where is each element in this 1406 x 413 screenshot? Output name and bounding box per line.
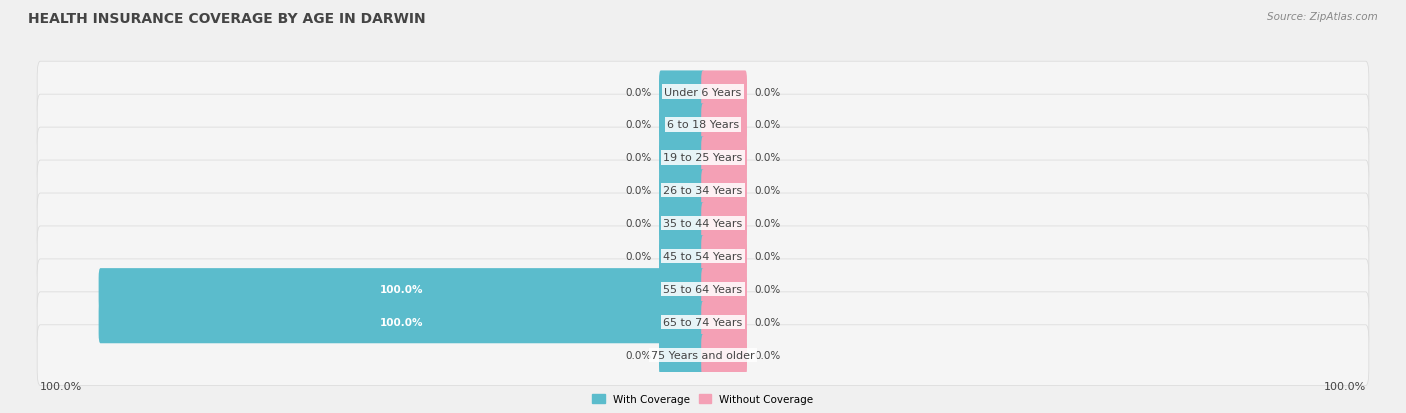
Text: 0.0%: 0.0%: [626, 350, 652, 360]
FancyBboxPatch shape: [37, 259, 1369, 320]
Text: 0.0%: 0.0%: [626, 153, 652, 163]
FancyBboxPatch shape: [37, 62, 1369, 123]
Text: 6 to 18 Years: 6 to 18 Years: [666, 120, 740, 130]
Text: 0.0%: 0.0%: [754, 186, 780, 196]
FancyBboxPatch shape: [659, 203, 704, 245]
FancyBboxPatch shape: [702, 203, 747, 245]
Text: 19 to 25 Years: 19 to 25 Years: [664, 153, 742, 163]
FancyBboxPatch shape: [37, 325, 1369, 385]
FancyBboxPatch shape: [702, 301, 747, 344]
FancyBboxPatch shape: [37, 194, 1369, 254]
FancyBboxPatch shape: [659, 235, 704, 278]
FancyBboxPatch shape: [659, 104, 704, 146]
FancyBboxPatch shape: [702, 170, 747, 212]
FancyBboxPatch shape: [37, 292, 1369, 353]
FancyBboxPatch shape: [702, 104, 747, 146]
FancyBboxPatch shape: [659, 334, 704, 376]
Text: 100.0%: 100.0%: [380, 285, 423, 294]
Text: HEALTH INSURANCE COVERAGE BY AGE IN DARWIN: HEALTH INSURANCE COVERAGE BY AGE IN DARW…: [28, 12, 426, 26]
FancyBboxPatch shape: [98, 301, 704, 344]
FancyBboxPatch shape: [702, 268, 747, 311]
Text: 0.0%: 0.0%: [754, 350, 780, 360]
Text: 0.0%: 0.0%: [626, 120, 652, 130]
Text: 0.0%: 0.0%: [626, 219, 652, 229]
FancyBboxPatch shape: [702, 137, 747, 179]
Text: 0.0%: 0.0%: [754, 252, 780, 262]
Text: 26 to 34 Years: 26 to 34 Years: [664, 186, 742, 196]
FancyBboxPatch shape: [659, 137, 704, 179]
Text: 0.0%: 0.0%: [754, 219, 780, 229]
Text: 100.0%: 100.0%: [41, 382, 83, 392]
Text: Source: ZipAtlas.com: Source: ZipAtlas.com: [1267, 12, 1378, 22]
FancyBboxPatch shape: [37, 226, 1369, 287]
Text: 0.0%: 0.0%: [754, 285, 780, 294]
FancyBboxPatch shape: [37, 95, 1369, 155]
Text: 0.0%: 0.0%: [626, 252, 652, 262]
Text: 100.0%: 100.0%: [1323, 382, 1365, 392]
FancyBboxPatch shape: [659, 71, 704, 113]
Text: Under 6 Years: Under 6 Years: [665, 87, 741, 97]
FancyBboxPatch shape: [659, 170, 704, 212]
Text: 35 to 44 Years: 35 to 44 Years: [664, 219, 742, 229]
Text: 100.0%: 100.0%: [380, 318, 423, 328]
Text: 45 to 54 Years: 45 to 54 Years: [664, 252, 742, 262]
FancyBboxPatch shape: [702, 334, 747, 376]
Text: 75 Years and older: 75 Years and older: [651, 350, 755, 360]
Text: 55 to 64 Years: 55 to 64 Years: [664, 285, 742, 294]
Text: 0.0%: 0.0%: [754, 318, 780, 328]
FancyBboxPatch shape: [702, 235, 747, 278]
FancyBboxPatch shape: [98, 268, 704, 311]
FancyBboxPatch shape: [37, 161, 1369, 221]
Text: 65 to 74 Years: 65 to 74 Years: [664, 318, 742, 328]
FancyBboxPatch shape: [37, 128, 1369, 188]
Text: 0.0%: 0.0%: [626, 87, 652, 97]
Text: 0.0%: 0.0%: [754, 120, 780, 130]
Legend: With Coverage, Without Coverage: With Coverage, Without Coverage: [588, 390, 818, 408]
FancyBboxPatch shape: [702, 71, 747, 113]
Text: 0.0%: 0.0%: [754, 87, 780, 97]
Text: 0.0%: 0.0%: [754, 153, 780, 163]
Text: 0.0%: 0.0%: [626, 186, 652, 196]
